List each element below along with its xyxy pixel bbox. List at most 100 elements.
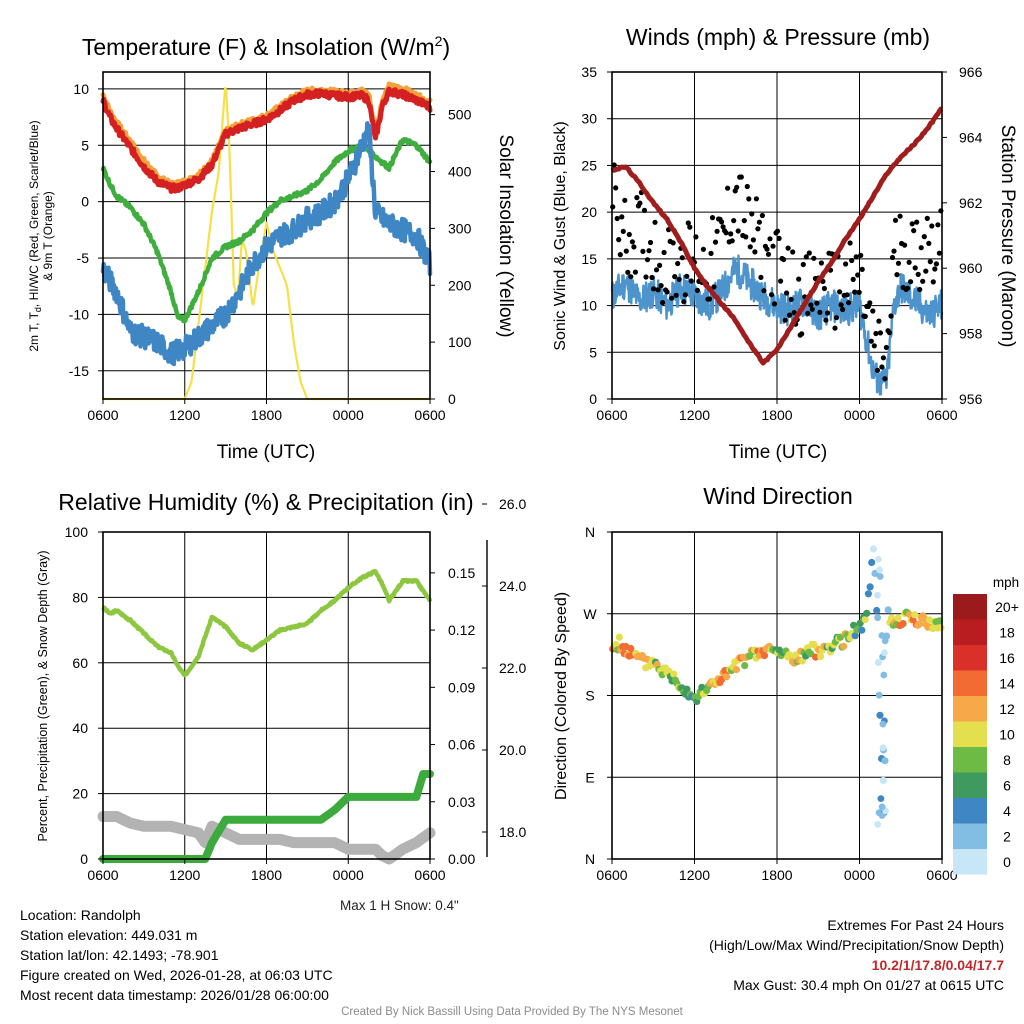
wind-dir-point <box>866 583 874 591</box>
temp-ytick-label: -5 <box>77 250 90 266</box>
wind-dir-point <box>894 614 902 622</box>
colorbar-label: 10 <box>999 726 1015 742</box>
gust-point <box>664 289 670 295</box>
wdir-ytick-label: E <box>585 769 594 785</box>
gust-point <box>879 364 885 370</box>
temp-y2tick-label: 300 <box>448 220 472 236</box>
gust-point <box>719 219 725 225</box>
temp-series-2m-t <box>100 86 433 194</box>
gust-point <box>634 195 640 201</box>
gust-point <box>894 272 900 278</box>
wind-dir-point <box>868 558 876 567</box>
gust-point <box>765 251 772 257</box>
winds-y2tick-label: 958 <box>959 326 983 342</box>
gust-point <box>912 265 918 271</box>
wind-dir-point <box>916 620 924 628</box>
wind-dir-point <box>722 673 731 681</box>
gust-point <box>776 235 782 241</box>
temp-ylabel: 2m T, Td, HI/WC (Red, Green, Scarlet/Blu… <box>27 120 43 351</box>
gust-point <box>755 226 761 232</box>
wind-dir-point <box>864 590 873 598</box>
gust-point <box>849 257 855 264</box>
colorbar-label: 20+ <box>995 599 1019 615</box>
gust-point <box>920 278 926 284</box>
colorbar-swatch <box>953 670 987 696</box>
gust-point <box>658 283 664 289</box>
gust-point <box>620 228 626 234</box>
gust-point <box>712 239 719 245</box>
gust-point <box>625 269 631 275</box>
gust-point <box>647 239 654 246</box>
rh-precip-tick-label: 0.15 <box>448 565 475 581</box>
temp-xtick-label: 1200 <box>169 407 200 423</box>
gust-point <box>790 249 796 255</box>
gust-point <box>694 287 701 293</box>
winds-ytick-label: 20 <box>581 204 597 220</box>
wind-dir-point <box>873 606 881 615</box>
temp-y2tick-label: 100 <box>448 334 472 350</box>
gust-point <box>708 250 714 256</box>
gust-point <box>909 221 915 227</box>
colorbar-label: 2 <box>1003 828 1011 844</box>
winds-title: Winds (mph) & Pressure (mb) <box>626 24 930 50</box>
temp-ytick-label: 0 <box>81 194 89 210</box>
gust-point <box>735 228 741 234</box>
gust-point <box>877 330 884 336</box>
gust-point <box>918 245 924 251</box>
winds-ytick-label: 0 <box>589 391 597 407</box>
winds-ytick-label: 25 <box>581 157 597 173</box>
gust-point <box>752 249 758 255</box>
temp-title: Temperature (F) & Insolation (W/m2) <box>82 33 450 60</box>
wind-dir-point <box>879 776 887 785</box>
wind-dir-point <box>840 642 848 650</box>
winds-series-pressure <box>610 106 944 366</box>
winds-y2tick-label: 964 <box>959 129 983 145</box>
gust-point <box>855 272 861 278</box>
wind-dir-point <box>683 685 691 693</box>
rh-xtick-label: 0600 <box>87 867 118 883</box>
wind-dir-point <box>615 633 623 641</box>
gust-point <box>868 338 874 344</box>
gust-point <box>806 250 812 256</box>
gust-point <box>906 259 912 265</box>
gust-point <box>833 315 840 321</box>
gust-point <box>693 234 699 240</box>
gust-point <box>700 246 707 252</box>
gust-point <box>905 285 911 291</box>
colorbar-swatch <box>953 645 987 671</box>
gust-point <box>682 292 688 298</box>
gust-point <box>818 260 825 266</box>
wind-dir-point <box>884 606 892 614</box>
gust-point <box>761 288 767 294</box>
rh-ytick-label: 60 <box>72 655 88 671</box>
wind-dir-point <box>612 640 620 649</box>
gust-point <box>871 343 877 349</box>
gust-point <box>853 254 859 260</box>
location-text: Location: Randolph <box>20 907 141 923</box>
temp-ytick-label: 10 <box>73 81 89 97</box>
gust-point <box>929 223 935 229</box>
winds-xtick-label: 1800 <box>761 407 792 423</box>
gust-point <box>749 211 755 217</box>
gust-point <box>800 261 806 268</box>
colorbar-label: 8 <box>1003 752 1011 768</box>
temp-xtick-label: 0000 <box>333 407 364 423</box>
colorbar-label: 16 <box>999 650 1015 666</box>
gust-point <box>787 312 793 318</box>
wdir-ytick-label: N <box>585 524 595 540</box>
wind-dir-point <box>879 720 887 728</box>
colorbar-swatch <box>953 721 987 747</box>
winds-y2tick-label: 960 <box>959 260 983 276</box>
winds-y2tick-label: 956 <box>959 391 983 407</box>
wind-dir-point <box>911 611 919 619</box>
gust-point <box>811 255 817 261</box>
gust-point <box>926 240 932 246</box>
rh-ytick-label: 0 <box>80 851 88 867</box>
gust-point <box>679 255 685 261</box>
temp-series-td <box>100 137 433 324</box>
gust-point <box>782 317 788 323</box>
wind-dir-point <box>878 812 886 819</box>
gust-point <box>738 174 744 180</box>
colorbar-swatch <box>953 594 987 620</box>
gust-point <box>886 330 893 336</box>
